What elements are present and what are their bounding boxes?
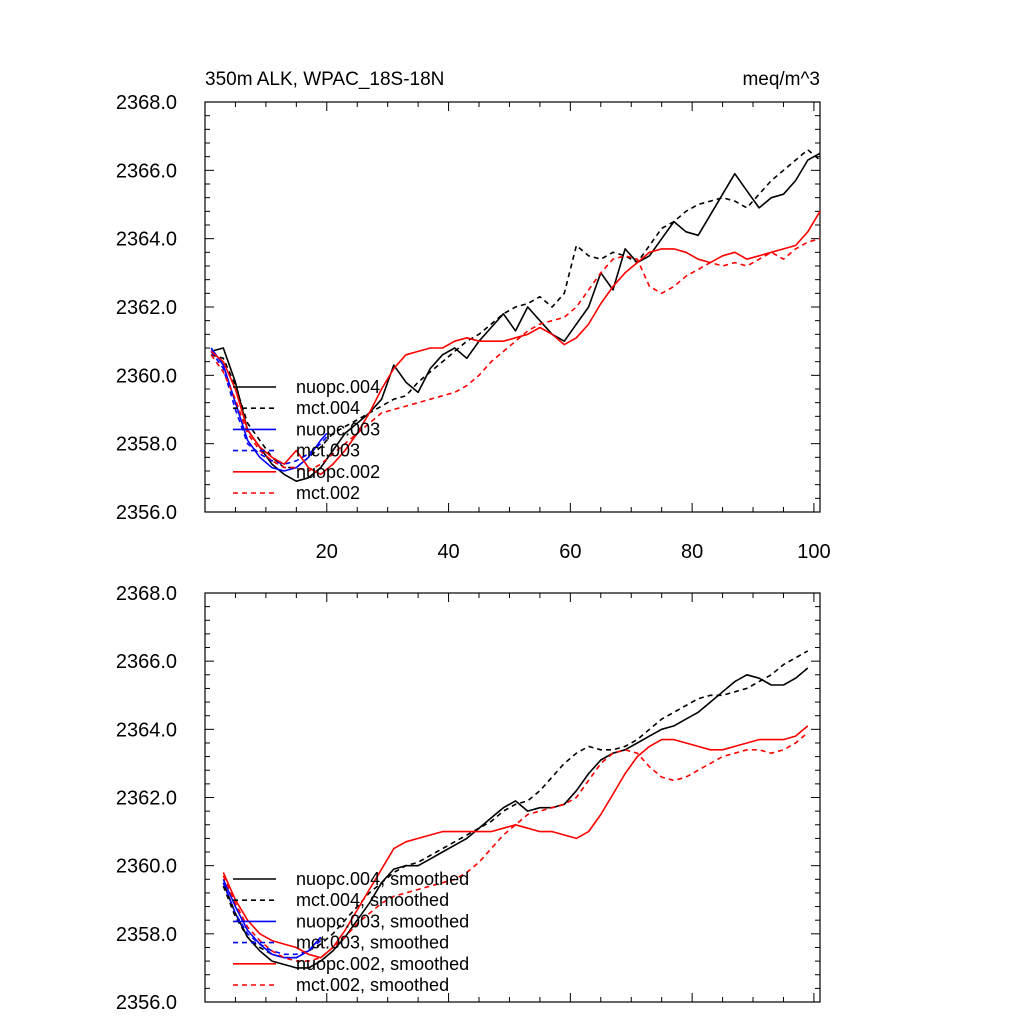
y-tick-label: 2360.0 (116, 856, 177, 878)
y-tick-label: 2368.0 (116, 583, 177, 605)
y-tick-label: 2366.0 (116, 160, 177, 182)
series-line-mct-003 (210, 350, 328, 466)
legend-entry: nuopc.002, smoothed (296, 954, 469, 974)
series-line-mct-004-smoothed (222, 650, 809, 959)
chart-title: 350m ALK, WPAC_18S-18N (205, 69, 444, 90)
legend-entry: nuopc.002 (296, 462, 380, 482)
x-tick-label: 100 (797, 541, 830, 563)
x-tick-label: 60 (559, 541, 581, 563)
y-tick-label: 2356.0 (116, 502, 177, 524)
y-tick-label: 2364.0 (116, 719, 177, 741)
series-line-nuopc-002-smoothed (222, 725, 809, 959)
y-tick-label: 2356.0 (116, 992, 177, 1014)
legend-entry: mct.004 (296, 398, 360, 418)
legend-entry: nuopc.003, smoothed (296, 911, 469, 931)
x-tick-label: 80 (681, 541, 703, 563)
legend-entry: nuopc.004, smoothed (296, 869, 469, 889)
legend-entry: mct.002 (296, 483, 360, 503)
x-tick-label: 20 (316, 541, 338, 563)
y-tick-label: 2360.0 (116, 365, 177, 387)
legend-entry: mct.004, smoothed (296, 890, 449, 910)
y-tick-label: 2368.0 (116, 92, 177, 114)
series-line-nuopc-003-smoothed (222, 878, 322, 959)
y-tick-label: 2362.0 (116, 788, 177, 810)
x-tick-label: 40 (437, 541, 459, 563)
legend-entry: nuopc.004 (296, 377, 380, 397)
y-tick-label: 2358.0 (116, 924, 177, 946)
series-line-mct-002-smoothed (222, 732, 809, 962)
top-panel: 2356.0 2358.0 2360.0 2362.0 2364.0 2366.0 2368… (116, 69, 831, 563)
series-line-mct-002 (210, 237, 821, 472)
legend-entry: mct.003, smoothed (296, 933, 449, 953)
legend-entry: mct.003 (296, 441, 360, 461)
series-line-nuopc-004 (210, 152, 821, 483)
y-tick-label: 2362.0 (116, 297, 177, 319)
units-label: meq/m^3 (742, 69, 820, 90)
legend-entry: nuopc.003 (296, 419, 380, 439)
y-tick-label: 2358.0 (116, 434, 177, 456)
series-line-nuopc-002 (210, 210, 821, 476)
series-line-nuopc-004-smoothed (222, 667, 809, 969)
series-line-mct-004 (210, 149, 821, 469)
y-tick-label: 2364.0 (116, 229, 177, 251)
legend-entry: mct.002, smoothed (296, 975, 449, 995)
bottom-panel: 2356.0 2358.0 2360.0 2362.0 2364.0 2366.0 2368… (116, 583, 821, 1014)
y-tick-label: 2366.0 (116, 651, 177, 673)
